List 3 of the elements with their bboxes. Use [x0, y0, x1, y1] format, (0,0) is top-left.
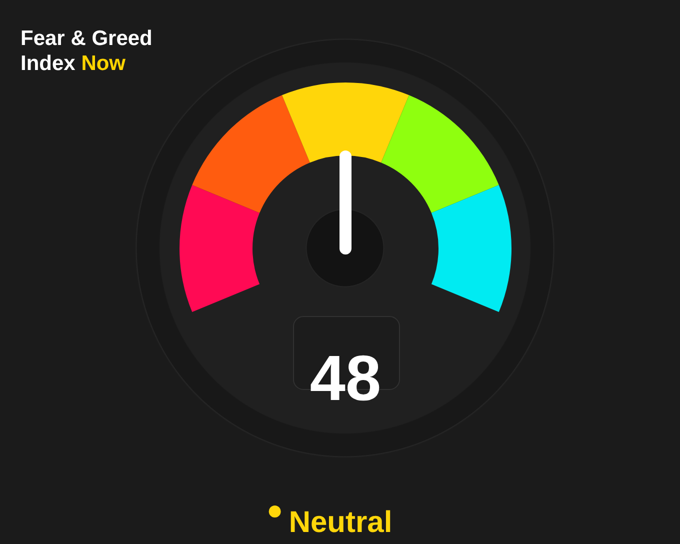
chart-title: Fear & Greed Index Now	[20, 27, 152, 75]
text: 48	[310, 342, 382, 414]
legend-label: Neutral	[288, 506, 392, 539]
